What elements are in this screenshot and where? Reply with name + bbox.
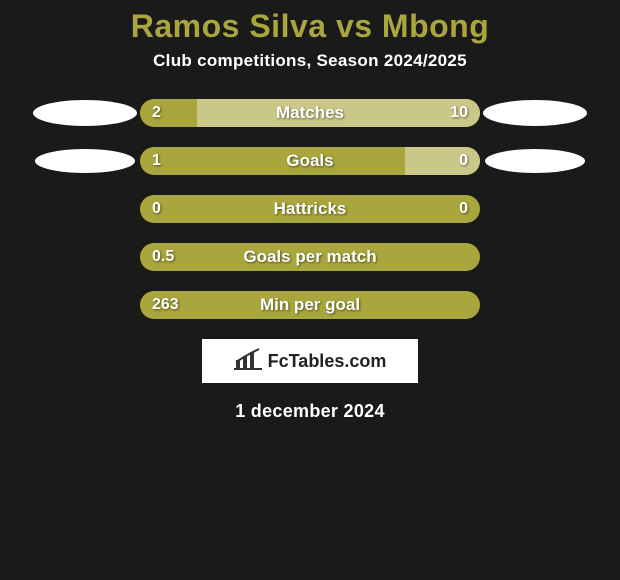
left-shape-slot [30,149,140,173]
stat-label: Hattricks [274,199,347,219]
stat-right-value: 10 [450,104,468,122]
stat-bar: 0 Hattricks 0 [140,195,480,223]
stat-row: 1 Goals 0 [0,147,620,175]
stat-row: 2 Matches 10 [0,99,620,127]
player-right-ellipse [485,149,585,173]
right-shape-slot [480,100,590,126]
stat-bar: 263 Min per goal [140,291,480,319]
stat-bar: 2 Matches 10 [140,99,480,127]
comparison-infographic: Ramos Silva vs Mbong Club competitions, … [0,0,620,580]
stat-left-value: 1 [152,152,161,170]
stat-left-value: 2 [152,104,161,122]
player-right-ellipse [483,100,587,126]
stat-bar: 1 Goals 0 [140,147,480,175]
logo-box: FcTables.com [202,339,418,383]
stat-label: Matches [276,103,344,123]
stat-label: Min per goal [260,295,360,315]
player-left-ellipse [35,149,135,173]
right-shape-slot [480,149,590,173]
stat-label: Goals per match [243,247,376,267]
stat-left-value: 0.5 [152,248,174,266]
stat-left-value: 263 [152,296,179,314]
stat-row: 0 Hattricks 0 [0,195,620,223]
date-text: 1 december 2024 [0,401,620,422]
stats-area: 2 Matches 10 1 Goals 0 0 Hattricks 0 0.5 Goals per… [0,99,620,319]
stat-row: 263 Min per goal [0,291,620,319]
stat-label: Goals [286,151,333,171]
logo-text: FcTables.com [268,351,387,372]
page-title: Ramos Silva vs Mbong [0,8,620,45]
stat-row: 0.5 Goals per match [0,243,620,271]
stat-left-value: 0 [152,200,161,218]
bar-fill-right [405,147,480,175]
stat-right-value: 0 [459,152,468,170]
player-left-ellipse [33,100,137,126]
stat-right-value: 0 [459,200,468,218]
stat-bar: 0.5 Goals per match [140,243,480,271]
chart-icon [234,348,262,375]
subtitle: Club competitions, Season 2024/2025 [0,51,620,71]
left-shape-slot [30,100,140,126]
